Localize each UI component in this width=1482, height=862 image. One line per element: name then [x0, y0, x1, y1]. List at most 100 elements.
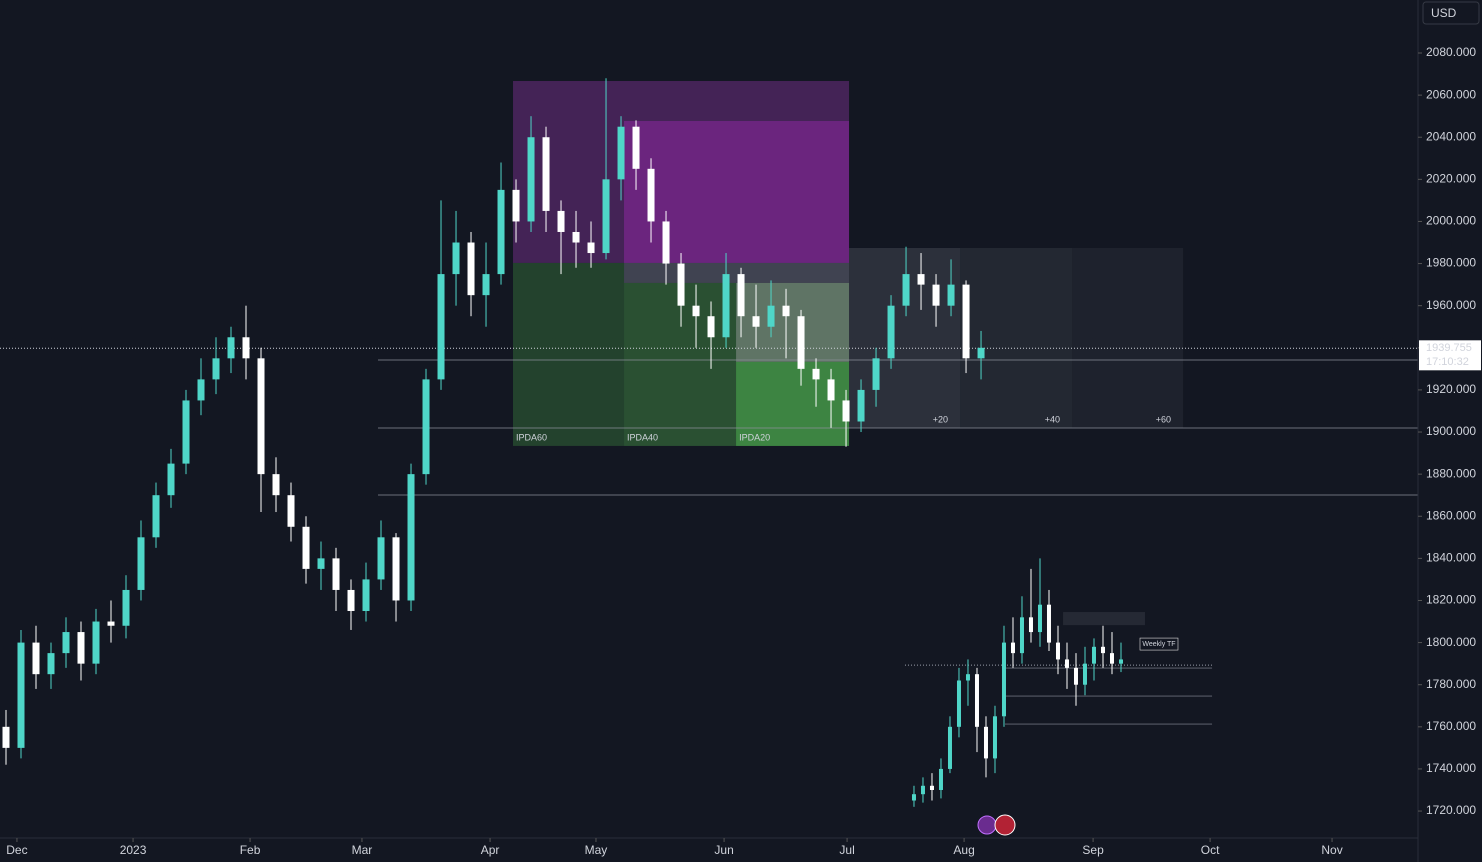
candle-body: [1037, 604, 1042, 633]
candle-body: [482, 274, 490, 296]
candle-body: [587, 242, 595, 254]
candle-body: [617, 126, 625, 180]
candle-body: [956, 680, 961, 727]
candle-body: [467, 242, 475, 296]
zone: [736, 361, 850, 446]
candle-body: [1100, 646, 1105, 654]
candle-body: [692, 305, 700, 317]
y-tick-label: 1760.000: [1426, 719, 1476, 733]
candle-body: [767, 305, 775, 327]
icon[interactable]: [994, 814, 1016, 836]
candle-body: [602, 179, 610, 254]
candle-body: [122, 589, 130, 626]
candle-body: [362, 579, 370, 612]
candle-body: [977, 347, 985, 359]
zone: [1072, 247, 1184, 429]
candle-body: [17, 642, 25, 748]
candle-body: [947, 726, 952, 769]
candle-body: [302, 526, 310, 569]
candle-body: [242, 337, 250, 359]
x-tick-label: 2023: [120, 843, 147, 857]
candle-body: [737, 274, 745, 317]
y-tick-label: 2060.000: [1426, 87, 1476, 101]
y-tick-label: 1780.000: [1426, 677, 1476, 691]
last-price: 1939.755: [1426, 342, 1472, 354]
candle-body: [857, 389, 865, 422]
zone: [624, 262, 850, 283]
candle-body: [197, 379, 205, 401]
candle-body: [182, 400, 190, 464]
candle-body: [437, 274, 445, 380]
candle-body: [947, 284, 955, 306]
candle-body: [842, 400, 850, 422]
icon[interactable]: [977, 815, 997, 835]
candle-body: [962, 284, 970, 359]
candle-body: [938, 768, 943, 790]
candle-body: [572, 231, 580, 243]
candle-body: [965, 674, 970, 681]
candle-body: [911, 794, 916, 801]
y-tick-label: 1980.000: [1426, 256, 1476, 270]
x-tick-label: Jul: [839, 843, 854, 857]
candle-body: [47, 653, 55, 675]
x-tick-label: Mar: [352, 843, 373, 857]
candle-body: [152, 495, 160, 538]
candle-body: [872, 358, 880, 390]
candle-body: [782, 305, 790, 317]
inset-label-box: [1139, 637, 1179, 651]
zone-label: IPDA20: [739, 432, 770, 442]
y-tick-label: 1880.000: [1426, 466, 1476, 480]
inset-box: [1063, 612, 1145, 626]
x-tick-label: Nov: [1321, 843, 1342, 857]
candle-body: [1109, 653, 1114, 664]
candle-body: [452, 242, 460, 275]
lines: Weekly TF: [0, 347, 1418, 725]
candle-body: [332, 558, 340, 590]
candle-body: [662, 221, 670, 264]
candle-body: [632, 126, 640, 169]
candle-body: [722, 274, 730, 338]
candle-body: [920, 785, 925, 795]
y-tick-label: 1860.000: [1426, 508, 1476, 522]
zone-label: IPDA40: [627, 432, 658, 442]
currency-button[interactable]: [1422, 1, 1480, 25]
y-tick-label: 1740.000: [1426, 761, 1476, 775]
candle-body: [407, 474, 415, 601]
candle-body: [932, 284, 940, 306]
icons: [977, 814, 1016, 836]
zone-label: +20: [933, 414, 948, 424]
candle-body: [1019, 617, 1024, 654]
candle-body: [542, 137, 550, 211]
candle-body: [227, 337, 235, 359]
candle-body: [707, 316, 715, 338]
countdown: 17:10:32: [1426, 356, 1469, 368]
currency[interactable]: USD: [1431, 6, 1457, 20]
candle-body: [1001, 642, 1006, 717]
y-tick-label: 1800.000: [1426, 635, 1476, 649]
zone-label: +40: [1045, 414, 1060, 424]
candle-body: [287, 495, 295, 527]
candle-body: [797, 316, 805, 369]
candle-body: [647, 168, 655, 222]
candle-body: [527, 137, 535, 222]
candle-body: [557, 210, 565, 232]
x-tick-label: Apr: [481, 843, 500, 857]
x-tick-label: Dec: [6, 843, 27, 857]
candle-body: [92, 621, 100, 664]
zone: [513, 262, 625, 446]
y-tick-label: 1900.000: [1426, 424, 1476, 438]
y-tick-label: 2020.000: [1426, 172, 1476, 186]
candle-body: [77, 632, 85, 664]
zone: [960, 247, 1073, 429]
candle-body: [677, 263, 685, 306]
y-tick-label: 2080.000: [1426, 45, 1476, 59]
candle-body: [1091, 646, 1096, 664]
candle-body: [422, 379, 430, 475]
candles: [2, 78, 1123, 807]
candle-body: [1055, 642, 1060, 660]
candle-body: [1082, 663, 1087, 685]
candle-body: [1064, 659, 1069, 668]
candle-body: [827, 379, 835, 401]
